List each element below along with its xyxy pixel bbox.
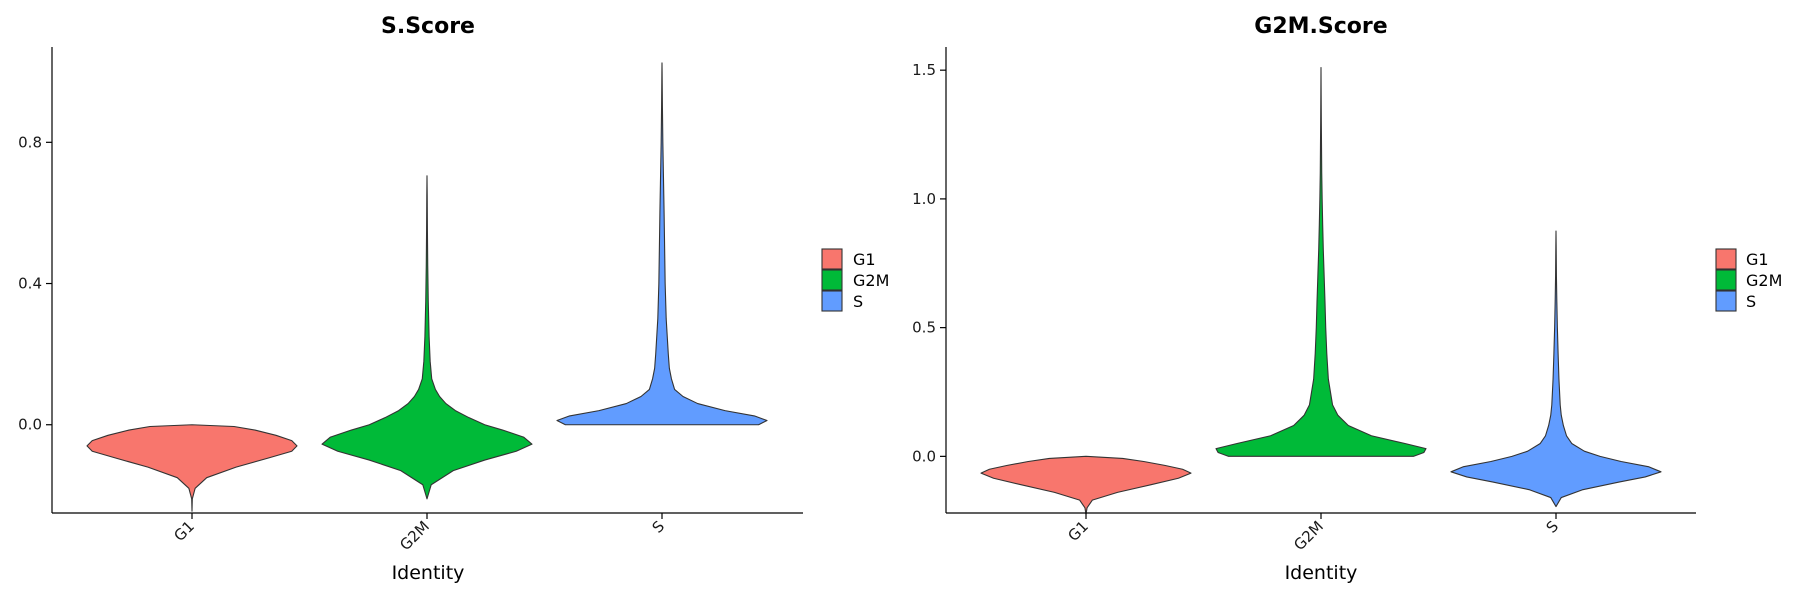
violin-s xyxy=(556,62,768,426)
violin-g2m xyxy=(1215,67,1427,457)
legend-key-g2m xyxy=(1715,269,1737,291)
x-tick-label-g2m: G2M xyxy=(396,517,433,554)
legend-key-g2m xyxy=(821,269,843,291)
x-tick-label-s: S xyxy=(649,517,668,536)
x-ticks: G1 G2M S xyxy=(1064,513,1562,554)
y-tick-label: 0.0 xyxy=(912,447,936,465)
violin-g2m xyxy=(321,175,533,500)
legend-label-s: S xyxy=(1746,292,1756,311)
x-tick-label-s: S xyxy=(1543,517,1562,536)
legend-label-s: S xyxy=(853,292,863,311)
legend-key-g1 xyxy=(821,248,843,270)
legend-key-g1 xyxy=(1715,248,1737,270)
legend-key-s xyxy=(821,290,843,312)
legend: G1 G2M S xyxy=(821,248,889,312)
x-tick-label-g1: G1 xyxy=(1064,517,1092,545)
violins-group xyxy=(86,62,768,512)
x-axis-title: Identity xyxy=(392,562,465,584)
panel-s-score: S.Score 0.0 0.4 0.8 G1 G2M S Identity xyxy=(18,14,889,584)
x-tick-label-g1: G1 xyxy=(170,517,198,545)
chart-title: G2M.Score xyxy=(1254,14,1387,39)
y-tick-label: 1.0 xyxy=(912,190,936,208)
y-tick-label: 0.5 xyxy=(912,319,936,337)
x-ticks: G1 G2M S xyxy=(170,513,668,554)
panel-g2m-score: G2M.Score 0.0 0.5 1.0 1.5 G1 G2M S Ident… xyxy=(912,14,1782,584)
y-tick-label: 0.8 xyxy=(18,133,42,151)
y-tick-label: 0.4 xyxy=(18,275,42,293)
y-ticks: 0.0 0.4 0.8 xyxy=(18,133,52,434)
y-tick-label: 0.0 xyxy=(18,416,42,434)
y-tick-label: 1.5 xyxy=(912,61,936,79)
violins-group xyxy=(980,67,1662,515)
chart-title: S.Score xyxy=(381,14,475,39)
y-ticks: 0.0 0.5 1.0 1.5 xyxy=(912,61,946,465)
x-tick-label-g2m: G2M xyxy=(1290,517,1327,554)
legend-label-g1: G1 xyxy=(1746,250,1769,269)
x-axis-title: Identity xyxy=(1285,562,1358,584)
legend-label-g2m: G2M xyxy=(1746,271,1782,290)
violin-s xyxy=(1450,230,1662,508)
legend-key-s xyxy=(1715,290,1737,312)
violin-g1 xyxy=(980,455,1192,515)
legend: G1 G2M S xyxy=(1715,248,1782,312)
violin-g1 xyxy=(86,424,298,512)
legend-label-g1: G1 xyxy=(853,250,876,269)
legend-label-g2m: G2M xyxy=(853,271,889,290)
